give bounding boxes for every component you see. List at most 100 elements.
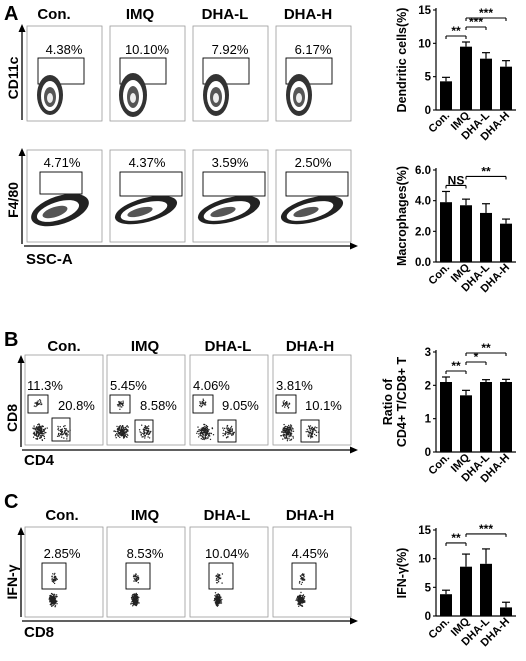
cd8-percentage: 5.45%: [110, 378, 147, 393]
event-dot: [41, 431, 43, 433]
event-dot: [291, 427, 293, 429]
event-dot: [125, 435, 128, 438]
event-dot: [137, 575, 139, 577]
event-dot: [217, 573, 219, 575]
event-dot: [309, 437, 312, 439]
event-dot: [214, 595, 216, 597]
event-dot: [137, 579, 139, 581]
event-dot: [205, 424, 208, 427]
flow-row-a-dc: Con. IMQ DHA-L DHA-H 4.38% 10.10% 7.92%: [5, 6, 352, 122]
event-dot: [130, 602, 132, 604]
event-dot: [63, 437, 65, 439]
event-dot: [133, 595, 135, 597]
event-dot: [126, 425, 128, 427]
event-dot: [43, 437, 46, 440]
y-axis-label: CD11c: [5, 56, 21, 99]
event-dot: [138, 602, 140, 604]
event-dot: [227, 433, 229, 436]
y-tick-label: 5: [425, 72, 432, 84]
event-dot: [133, 580, 135, 582]
event-dot: [215, 601, 217, 604]
event-dot: [216, 582, 218, 584]
event-dot: [207, 432, 209, 435]
event-dot: [301, 604, 303, 607]
event-dot: [219, 602, 222, 604]
event-dot: [290, 433, 292, 435]
event-dot: [117, 433, 120, 435]
event-dot: [232, 432, 234, 434]
event-dot: [121, 406, 123, 408]
event-dot: [222, 435, 224, 437]
dot-populations: [32, 398, 320, 442]
event-dot: [124, 435, 126, 437]
significance-label: ***: [479, 6, 493, 20]
event-dot: [41, 434, 44, 436]
event-dot: [54, 577, 56, 579]
event-dot: [52, 604, 54, 607]
group-label: IMQ: [131, 507, 160, 524]
group-label: IMQ: [126, 6, 155, 23]
event-dot: [311, 433, 313, 436]
y-tick-label: 0: [425, 611, 431, 623]
event-dot: [288, 402, 291, 404]
event-dot: [113, 430, 115, 433]
event-dot: [147, 425, 150, 427]
significance-label: **: [481, 341, 491, 355]
event-dot: [302, 574, 305, 577]
event-dot: [225, 437, 228, 439]
event-dot: [218, 574, 221, 576]
event-dot: [147, 433, 150, 436]
flow-plot-box: [109, 149, 186, 243]
event-dot: [33, 405, 36, 407]
event-dot: [310, 428, 312, 430]
event-dot: [127, 434, 129, 436]
event-dot: [133, 574, 135, 576]
event-dot: [222, 432, 224, 435]
event-dot: [302, 577, 304, 579]
event-dot: [280, 431, 283, 433]
event-dot: [124, 431, 126, 433]
event-dot: [286, 438, 289, 440]
group-label: DHA-H: [286, 507, 334, 524]
event-dot: [131, 595, 134, 598]
event-dot: [286, 432, 288, 434]
event-dot: [204, 428, 206, 431]
event-dot: [231, 428, 233, 430]
significance-label: **: [481, 164, 491, 178]
event-dot: [303, 576, 305, 578]
event-dot: [289, 435, 291, 437]
event-dot: [202, 438, 204, 440]
event-dot: [233, 431, 235, 434]
event-dot: [40, 403, 42, 406]
event-dot: [41, 439, 43, 441]
event-dot: [116, 425, 118, 428]
gate-percentage: 3.59%: [212, 155, 249, 170]
event-dot: [315, 434, 317, 437]
event-dot: [215, 595, 217, 598]
event-dot: [202, 399, 205, 402]
event-dot: [119, 408, 121, 410]
event-dot: [37, 424, 39, 426]
event-dot: [37, 431, 40, 433]
event-dot: [283, 428, 285, 431]
event-dot: [308, 433, 311, 435]
event-dot: [52, 595, 55, 598]
event-dot: [301, 574, 303, 576]
event-dot: [66, 438, 68, 440]
event-dot: [196, 432, 198, 434]
event-dot: [56, 603, 58, 605]
event-dot: [283, 432, 285, 434]
event-dot: [32, 427, 34, 429]
flow-plot-box: [189, 526, 269, 618]
event-dot: [216, 576, 218, 578]
event-dot: [206, 429, 208, 431]
event-dot: [144, 425, 146, 427]
event-dot: [125, 429, 127, 431]
gate: [119, 171, 183, 197]
event-dot: [289, 429, 291, 431]
event-dot: [52, 602, 54, 604]
event-dot: [307, 434, 309, 436]
